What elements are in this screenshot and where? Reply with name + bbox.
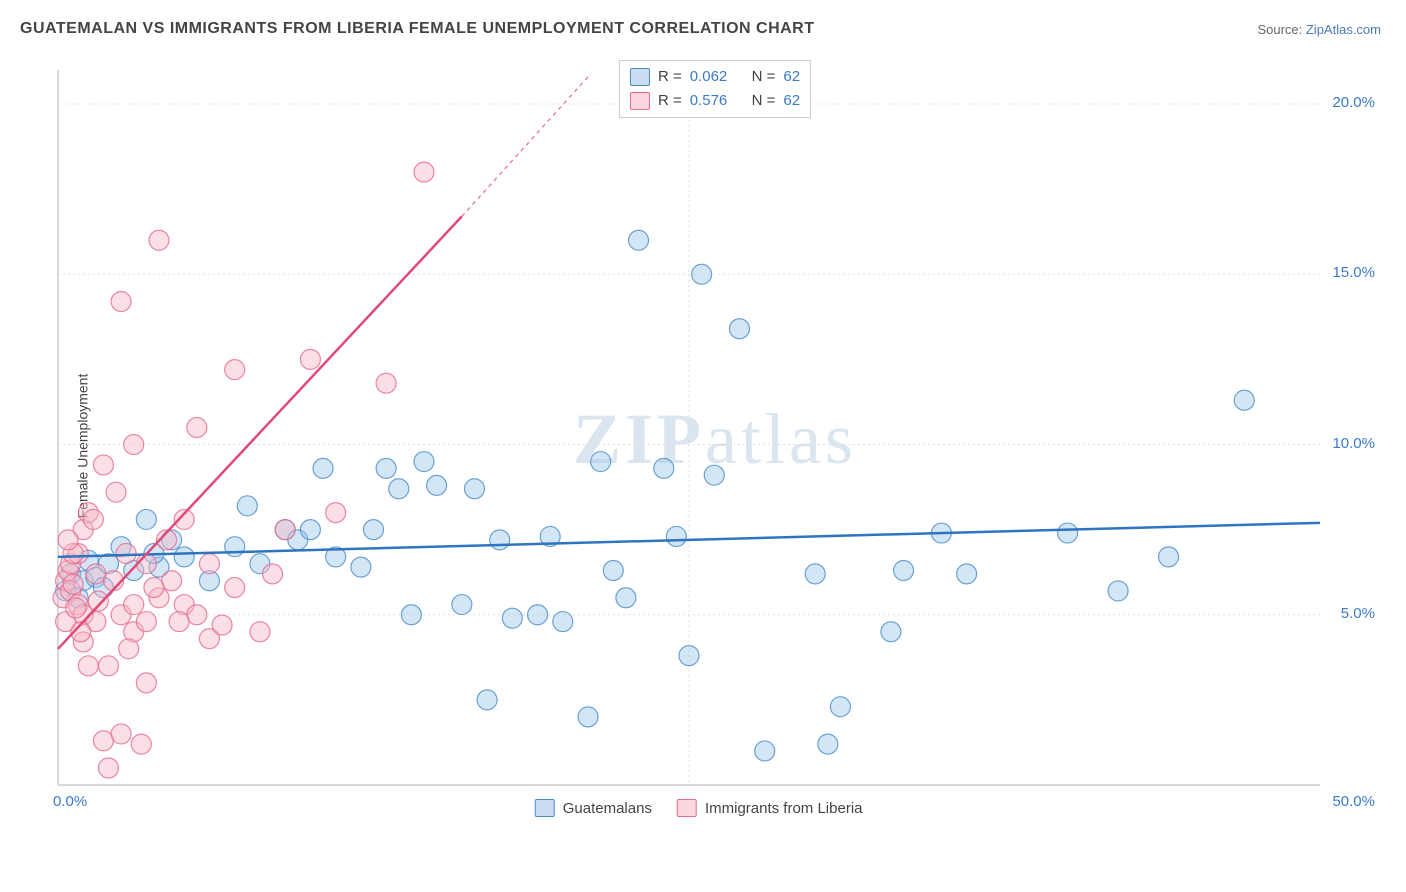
source-label: Source: <box>1257 22 1305 37</box>
swatch-icon <box>630 92 650 110</box>
correlation-legend: R = 0.062 N = 62 R = 0.576 N = 62 <box>619 60 811 118</box>
r-label: R = <box>658 89 682 113</box>
source-credit: Source: ZipAtlas.com <box>1257 22 1381 37</box>
scatter-plot <box>50 60 1380 835</box>
legend-row-blue: R = 0.062 N = 62 <box>630 65 800 89</box>
r-value: 0.576 <box>690 89 728 113</box>
n-value: 62 <box>783 65 800 89</box>
r-label: R = <box>658 65 682 89</box>
chart-title: GUATEMALAN VS IMMIGRANTS FROM LIBERIA FE… <box>20 20 815 38</box>
n-value: 62 <box>783 89 800 113</box>
n-label: N = <box>752 65 776 89</box>
legend-row-pink: R = 0.576 N = 62 <box>630 89 800 113</box>
chart-area: ZIPatlas R = 0.062 N = 62 R = 0.576 N = … <box>50 60 1380 835</box>
source-link[interactable]: ZipAtlas.com <box>1306 22 1381 37</box>
r-value: 0.062 <box>690 65 728 89</box>
swatch-icon <box>630 68 650 86</box>
n-label: N = <box>752 89 776 113</box>
